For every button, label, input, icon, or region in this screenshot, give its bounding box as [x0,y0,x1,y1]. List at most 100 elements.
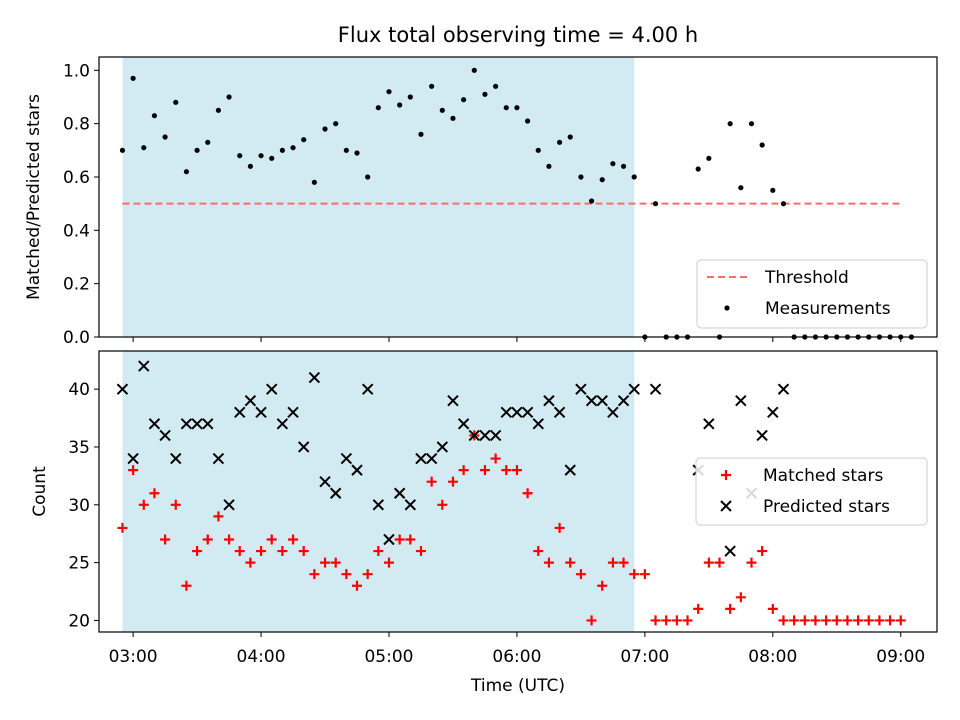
x-axis-label: Time (UTC) [470,676,565,696]
matched-star-point [117,522,128,533]
measurement-point [311,179,317,185]
predicted-star-point [255,406,267,418]
matched-star-point [885,615,896,626]
predicted-star-point [159,429,171,442]
matched-star-point [415,546,426,557]
measurement-point [620,163,627,169]
measurement-point [482,91,488,97]
predicted-star-point [351,464,363,476]
predicted-star-point [266,383,278,395]
matched-star-point [437,499,448,510]
y-tick-label: 0.0 [63,328,90,348]
legend-label: Predicted stars [763,497,890,517]
matched-star-point [586,615,597,626]
measurement-point [119,147,126,153]
measurement-point [215,107,222,113]
matched-star-point [682,615,693,626]
matched-star-point [479,465,490,476]
predicted-star-point [319,475,331,488]
y-tick-label: 0.6 [63,168,90,188]
measurement-point [461,97,467,103]
measurement-point [237,153,243,159]
predicted-star-point [724,545,736,557]
matched-star-point [149,488,160,499]
legend-label: Matched stars [763,466,883,486]
panel-counts: 20 25 30 35 40 03:00 04:00 05:00 06:00 07:00 08:00… [30,350,938,667]
matched-star-point [181,580,192,591]
measurement-point [194,147,200,153]
matched-star-point [693,603,704,614]
measurement-point [524,118,531,124]
predicted-star-point [628,383,640,395]
predicted-star-point [553,406,566,418]
predicted-star-point [596,395,608,407]
matched-star-point [522,488,533,499]
predicted-star-point [649,383,662,395]
chart-title: Flux total observing time = 4.00 h [338,23,698,47]
measurement-point [429,83,435,89]
predicted-star-point [361,383,374,395]
y-tick-label: 35 [68,438,90,458]
measurement-point [397,102,403,108]
measurement-point [556,139,563,145]
measurement-point [151,113,158,119]
predicted-star-point [191,418,203,430]
predicted-star-point [127,452,139,465]
predicted-star-point [425,452,438,465]
matched-star-point [426,476,437,487]
predicted-star-point [170,452,182,465]
matched-star-point [405,534,416,545]
matched-star-point [874,615,885,626]
matched-star-point [618,557,629,568]
measurement-point [141,145,147,151]
predicted-star-point [617,395,630,407]
measurement-point [738,185,744,191]
predicted-star-point [202,418,214,430]
predicted-star-point [234,406,246,418]
matched-star-point [352,580,363,591]
measurement-point [759,142,765,148]
matched-star-point [288,534,299,545]
matched-star-point [629,569,640,580]
matched-star-point [330,557,341,568]
legend-box [695,457,928,526]
y-tick-label: 25 [68,554,90,574]
matched-star-point [394,534,405,545]
matched-star-point [383,557,394,568]
measurement-point [631,174,637,180]
panel-ratio: 0.0 0.2 0.4 0.6 0.8 1.0 Matched/Predicted star… [24,56,938,348]
matched-star-point [298,546,309,557]
measurement-point [183,169,190,175]
x-tick-label: 07:00 [620,647,669,667]
axes-frame [98,56,938,338]
matched-star-point [234,546,245,557]
measurement-point [226,94,232,100]
matched-star-point [245,557,256,568]
measurement-point [535,147,541,153]
matched-star-point [170,499,181,510]
matched-star-point [266,534,277,545]
matched-star-point [863,615,874,626]
predicted-star-point [223,499,235,511]
legend: Threshold Measurements [696,259,928,329]
matched-star-point [533,546,544,557]
predicted-star-point [148,418,161,430]
measurement-point [162,134,168,140]
measurement-point [471,67,477,73]
matched-star-point [511,465,522,476]
matched-star-point [362,569,373,580]
x-tick-label: 08:00 [748,647,797,667]
y-tick-label: 20 [68,611,90,631]
matched-star-point [714,557,725,568]
measurement-point [706,155,712,161]
predicted-star-point [521,406,534,418]
predicted-star-point [457,418,470,430]
matched-star-point [746,557,757,568]
measurement-point [578,174,584,180]
y-tick-label: 0.2 [63,275,90,295]
predicted-star-point [393,487,406,499]
measurement-point [343,147,349,153]
matched-star-point [213,511,224,522]
matched-star-point [192,546,203,557]
x-tick-label: 03:00 [109,647,158,667]
